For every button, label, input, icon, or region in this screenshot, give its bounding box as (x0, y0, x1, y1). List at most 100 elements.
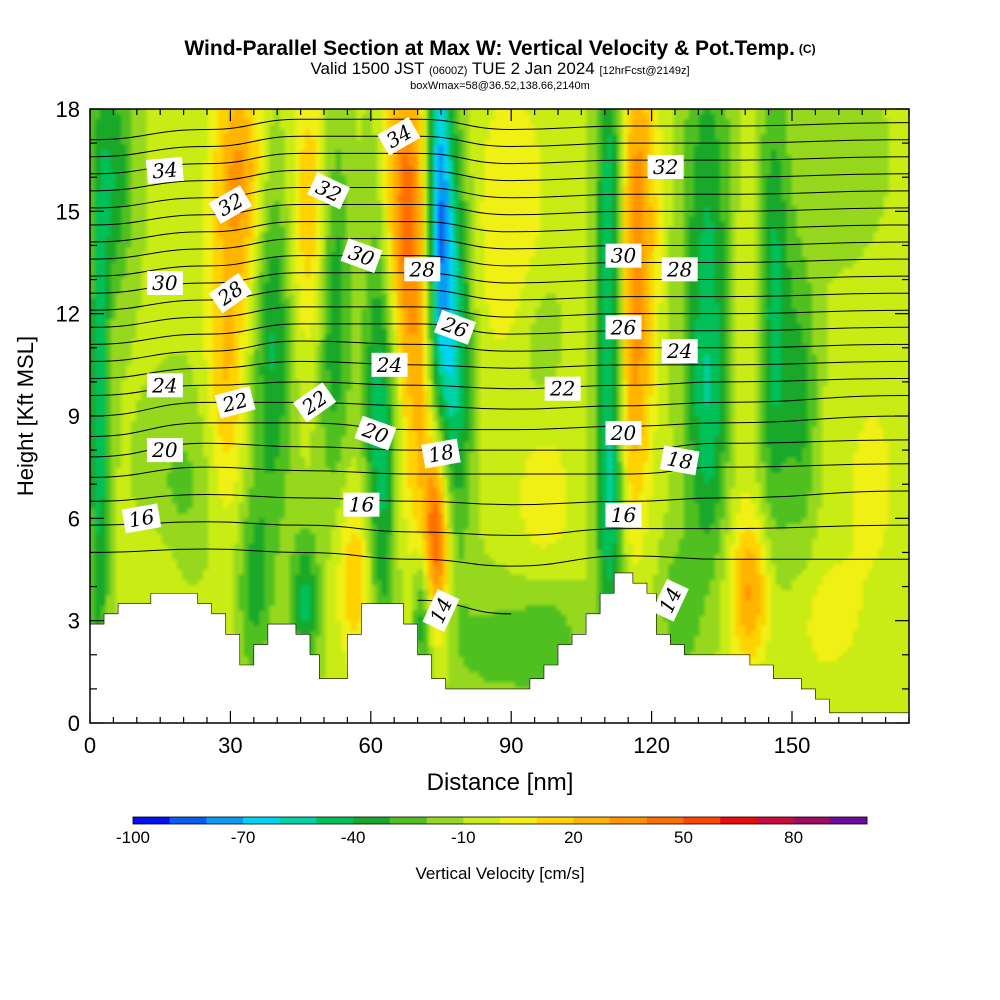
x-tick-label: 120 (633, 733, 670, 758)
x-tick-label: 150 (774, 733, 811, 758)
theta-contour-17 (90, 490, 909, 506)
contour-label-bg (659, 445, 700, 476)
colorbar-swatch (536, 817, 574, 824)
colorbar-tick-label: 20 (564, 828, 583, 847)
contour-label-bg (377, 116, 421, 156)
contour-label-text: 20 (610, 421, 637, 445)
colorbar: -100 -70 -40 -10 20 50 80 (116, 816, 868, 847)
forecast-info: [12hrFcst@2149z] (599, 65, 690, 77)
theta-contour-19 (90, 439, 909, 458)
contour-label-text: 16 (127, 504, 157, 532)
contour-label-bg (293, 382, 337, 423)
contour-label-text: 20 (151, 438, 178, 462)
contour-label-bg (208, 185, 252, 224)
contour-label: 20 (605, 421, 642, 446)
valid-utc: (0600Z) (428, 65, 468, 77)
contour-label-text: 32 (653, 155, 678, 179)
contour-label-text: 24 (666, 339, 692, 363)
theta-contour-18 (90, 463, 909, 478)
contour-label: 30 (146, 270, 183, 295)
contour-label-bg (434, 309, 477, 345)
theta-contour-21 (90, 395, 909, 417)
contour-label-bg (651, 578, 689, 622)
colorbar-swatch (683, 817, 721, 824)
theta-contour-33 (90, 186, 909, 209)
y-tick-label: 0 (68, 711, 80, 736)
contour-label: 16 (343, 492, 380, 517)
contour-label-text: 22 (549, 377, 575, 401)
contour-label-bg (421, 438, 461, 469)
contour-label: 24 (371, 352, 408, 377)
colorbar-tick-label: 80 (784, 828, 803, 847)
axes: 0 30 60 90 120 150 0 3 6 9 12 15 18 (56, 97, 910, 758)
theta-contour-36 (90, 135, 909, 158)
contour-label-text: 28 (409, 257, 435, 281)
contour-label-bg (145, 156, 184, 184)
y-axis-label: Height [Kft MSL] (13, 336, 38, 496)
theta-contour-15 (90, 548, 909, 567)
colorbar-swatch (756, 817, 794, 824)
contour-label-bg (354, 415, 397, 451)
contour-label-bg (146, 270, 183, 295)
theta-contour-24 (90, 340, 909, 362)
y-tick-label: 15 (56, 199, 80, 224)
contour-label-bg (214, 386, 256, 419)
contour-label-text: 18 (426, 439, 455, 467)
contour-label: 22 (214, 386, 256, 419)
colorbar-swatch (316, 817, 354, 824)
theta-contour-34 (90, 169, 909, 192)
box-wmax-info: boxWmax=58@36.52,138.66,2140m (410, 80, 590, 92)
contour-label-text: 34 (151, 157, 178, 183)
theta-contour-28 (90, 272, 909, 294)
contour-label-text: 16 (349, 493, 375, 517)
chart-title: Wind-Parallel Section at Max W: Vertical… (184, 37, 795, 60)
chart-title-block: Wind-Parallel Section at Max W: Vertical… (0, 37, 1000, 93)
contour-label: 24 (661, 339, 698, 364)
contour-label: 16 (605, 502, 642, 527)
contour-label-bg (661, 257, 698, 282)
colorbar-swatch (133, 817, 170, 824)
contour-label: 30 (605, 243, 642, 268)
colorbar-swatch (830, 817, 868, 824)
valid-time: Valid 1500 JST (310, 59, 425, 78)
theta-contour-30 (90, 238, 909, 260)
x-tick-label: 60 (359, 733, 383, 758)
theta-contour-14 (417, 599, 512, 615)
theta-contour-23 (90, 360, 909, 379)
contour-label: 16 (121, 503, 162, 534)
contour-label-text: 16 (611, 503, 637, 527)
colorbar-swatch (720, 817, 758, 824)
colorbar-swatch (243, 817, 281, 824)
y-tick-label: 18 (56, 97, 80, 122)
contour-label-bg (146, 438, 183, 463)
theta-contour-35 (90, 152, 909, 175)
contour-label-text: 18 (665, 446, 694, 474)
y-tick-label: 12 (56, 302, 80, 327)
contour-label-text: 30 (152, 271, 178, 295)
colorbar-swatch (353, 817, 391, 824)
contour-label: 22 (544, 376, 581, 401)
copyright-mark: (C) (798, 42, 816, 56)
contour-label-bg (647, 154, 684, 179)
contour-label-bg (121, 503, 162, 534)
colorbar-tick-label: -40 (341, 828, 366, 847)
contour-label-bg (404, 257, 441, 282)
colorbar-swatch (500, 817, 537, 824)
x-axis-label: Distance [nm] (427, 769, 574, 796)
y-tick-label: 9 (68, 404, 80, 429)
valid-date: TUE 2 Jan 2024 (471, 59, 595, 78)
contour-label-text: 28 (666, 257, 692, 281)
contour-label-bg (371, 352, 408, 377)
contour-label: 28 (404, 257, 441, 282)
x-tick-label: 0 (84, 733, 96, 758)
theta-contour-29 (90, 255, 909, 277)
colorbar-swatch (389, 817, 427, 824)
theta-contour-37 (90, 118, 909, 141)
contour-label-bg (661, 339, 698, 364)
colorbar-swatch (463, 817, 501, 824)
colorbar-swatch (646, 817, 684, 824)
contour-label-bg (208, 273, 253, 314)
theta-contour-32 (90, 204, 909, 226)
terrain-mask (89, 572, 910, 724)
